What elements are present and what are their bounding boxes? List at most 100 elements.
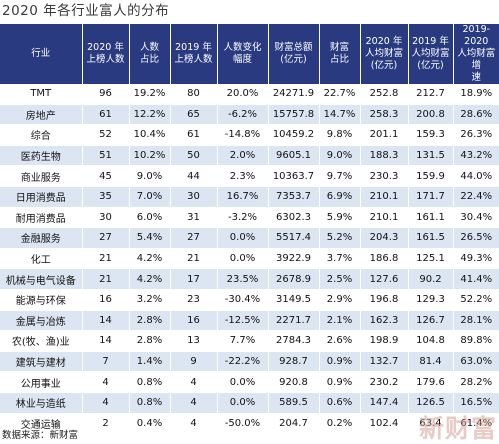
table-cell: 126.5	[407, 392, 453, 414]
column-header: 2019 年人均财富 (亿元)	[407, 24, 453, 84]
table-row: 交通运输 2 0.4% 4 -50.0% 204.7 0.2% 102.4 63.4 61.4%	[0, 413, 499, 435]
table-row: 金属与冶炼 14 2.8% 16 -12.5% 2271.7 2.1% 162.3 126.7 2…	[0, 310, 499, 332]
table-cell: 28.1%	[452, 310, 499, 332]
table-cell: 188.3	[359, 145, 408, 167]
table-cell: 2.6%	[318, 330, 360, 352]
table-cell: 6.0%	[128, 207, 170, 229]
table-cell: 0.8%	[128, 392, 170, 414]
table-cell: 52	[81, 124, 129, 146]
column-header-line: 财富	[329, 42, 349, 53]
table-cell: 26.3%	[452, 124, 499, 146]
table-cell: 3922.9	[267, 248, 319, 270]
table-cell: 52.2%	[452, 289, 499, 311]
table-row: 机械与电气设备 21 4.2% 17 23.5% 2678.9 2.5% 127.6 90.2 4…	[0, 268, 499, 290]
table-cell: 230.2	[359, 371, 408, 393]
column-header-line: 2019 年	[175, 42, 212, 53]
table-cell: 198.9	[359, 330, 408, 352]
table-cell: 0.0%	[216, 227, 268, 249]
table-cell: 10459.2	[267, 124, 319, 146]
table-row: 医药生物 51 10.2% 50 2.0% 9605.1 9.0% 188.3 131.5 43.…	[0, 145, 499, 167]
table-cell: 7353.7	[267, 186, 319, 208]
table-cell: 159.3	[407, 124, 453, 146]
table-cell: 230.3	[359, 165, 408, 187]
table-row: 金融服务 27 5.4% 27 0.0% 5517.4 5.2% 204.3 161.5 26.5…	[0, 227, 499, 249]
table-cell: 10.4%	[128, 124, 170, 146]
table-cell: 5.4%	[128, 227, 170, 249]
table-cell: 63.0%	[452, 351, 499, 373]
table-cell: 9.8%	[318, 124, 360, 146]
table-cell: 196.8	[359, 289, 408, 311]
table-cell: 104.8	[407, 330, 453, 352]
industry-name-cell: 建筑与建材	[0, 351, 82, 373]
table-header-row: 行业 2020 年上榜人数 人数 占比 2019 年上榜人数 人数变化 幅度 财富总额 (亿元)…	[0, 24, 499, 84]
table-cell: 4	[169, 392, 217, 414]
table-cell: 928.7	[267, 351, 319, 373]
table-row: 建筑与建材 7 1.4% 9 -22.2% 928.7 0.9% 132.7 81.4 63.0%	[0, 351, 499, 373]
table-cell: 210.1	[359, 207, 408, 229]
table-row: 农(牧、渔)业 14 2.8% 13 7.7% 2784.3 2.6% 198.9 104.8 8…	[0, 330, 499, 352]
table-cell: 30	[169, 186, 217, 208]
table-cell: 28.6%	[452, 104, 499, 126]
table-cell: 2.8%	[128, 310, 170, 332]
table-row: 房地产 61 12.2% 65 -6.2% 15757.8 14.7% 258.3 200.8 2…	[0, 104, 499, 126]
table-cell: 4	[169, 413, 217, 435]
table-cell: -14.8%	[216, 124, 268, 146]
table-cell: 2271.7	[267, 310, 319, 332]
table-cell: 6.9%	[318, 186, 360, 208]
table-cell: 22.4%	[452, 186, 499, 208]
table-cell: 7.0%	[128, 186, 170, 208]
table-row: 耐用消费品 30 6.0% 31 -3.2% 6302.3 5.9% 210.1 161.1 30…	[0, 207, 499, 229]
table-row: 林业与造纸 4 0.8% 4 0.0% 589.5 0.6% 147.4 126.5 16.5%	[0, 392, 499, 414]
table-cell: 61	[81, 104, 129, 126]
column-header-line: 人均财富	[411, 48, 450, 59]
table-cell: 132.7	[359, 351, 408, 373]
table-cell: 0.8%	[128, 371, 170, 393]
column-header: 人数变化 幅度	[216, 24, 268, 84]
table-cell: 589.5	[267, 392, 319, 414]
table-cell: 14	[81, 330, 129, 352]
table-cell: 10.2%	[128, 145, 170, 167]
table-cell: 0.9%	[318, 351, 360, 373]
table-cell: 159.9	[407, 165, 453, 187]
industry-name-cell: 医药生物	[0, 145, 82, 167]
table-cell: 17	[169, 268, 217, 290]
table-row: 化工 21 4.2% 21 0.0% 3922.9 3.7% 186.8 125.1 49.3%	[0, 248, 499, 270]
industry-name-cell: 金属与冶炼	[0, 310, 82, 332]
table-cell: 131.5	[407, 145, 453, 167]
industry-wealth-table: 行业 2020 年上榜人数 人数 占比 2019 年上榜人数 人数变化 幅度 财富总额 (亿元)…	[0, 24, 499, 435]
table-cell: 126.7	[407, 310, 453, 332]
industry-name-cell: 林业与造纸	[0, 392, 82, 414]
table-cell: 16	[81, 289, 129, 311]
table-cell: 27	[169, 227, 217, 249]
table-cell: 23.5%	[216, 268, 268, 290]
table-cell: 0.4%	[128, 413, 170, 435]
column-header-line: 2019-2020	[462, 24, 491, 47]
table-cell: 2678.9	[267, 268, 319, 290]
table-cell: 7.7%	[216, 330, 268, 352]
column-header-line: 占比	[329, 54, 349, 65]
table-cell: 147.4	[359, 392, 408, 414]
table-cell: 81.4	[407, 351, 453, 373]
industry-name-cell: 能源与环保	[0, 289, 82, 311]
table-cell: 14	[81, 310, 129, 332]
table-cell: 14.7%	[318, 104, 360, 126]
table-cell: 171.7	[407, 186, 453, 208]
column-header-line: 人均财富	[364, 48, 403, 59]
industry-name-cell: 农(牧、渔)业	[0, 330, 82, 352]
column-header-line: 行业	[31, 48, 51, 59]
table-cell: 43.2%	[452, 145, 499, 167]
table-cell: 9605.1	[267, 145, 319, 167]
table-cell: 3.2%	[128, 289, 170, 311]
table-cell: 21	[81, 248, 129, 270]
table-cell: 63.4	[407, 413, 453, 435]
table-cell: 23	[169, 289, 217, 311]
table-cell: 21	[81, 268, 129, 290]
industry-name-cell: 日用消费品	[0, 186, 82, 208]
table-cell: 9	[169, 351, 217, 373]
table-cell: 12.2%	[128, 104, 170, 126]
industry-name-cell: 交通运输	[0, 413, 82, 435]
industry-name-cell: 公用事业	[0, 371, 82, 393]
table-row: 日用消费品 35 7.0% 30 16.7% 7353.7 6.9% 210.1 171.7 22…	[0, 186, 499, 208]
table-cell: 252.8	[359, 84, 408, 105]
table-cell: 212.7	[407, 84, 453, 105]
